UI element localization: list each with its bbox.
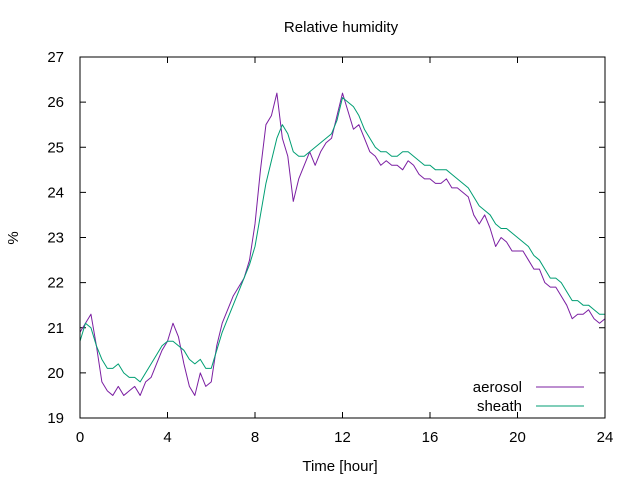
y-tick-label: 27 bbox=[47, 49, 64, 66]
plot-frame bbox=[79, 56, 606, 419]
y-tick-label: 21 bbox=[47, 320, 64, 337]
x-axis-label: Time [hour] bbox=[302, 458, 377, 475]
y-tick-label: 23 bbox=[47, 230, 64, 247]
x-tick-label: 0 bbox=[76, 429, 84, 446]
y-tick-label: 20 bbox=[47, 365, 64, 382]
y-tick-label: 19 bbox=[47, 410, 64, 427]
legend-label-aerosol: aerosol bbox=[473, 379, 522, 396]
y-tick-label: 26 bbox=[47, 94, 64, 111]
y-tick-label: 22 bbox=[47, 275, 64, 292]
x-tick-label: 8 bbox=[251, 429, 259, 446]
legend: aerosol sheath bbox=[473, 379, 584, 415]
series-line-sheath bbox=[79, 97, 605, 383]
y-tick-label: 24 bbox=[47, 184, 64, 201]
series-layer bbox=[79, 92, 606, 396]
chart-title: Relative humidity bbox=[284, 19, 399, 36]
x-tick-label: 4 bbox=[163, 429, 171, 446]
x-tick-label: 24 bbox=[597, 429, 614, 446]
x-tick-label: 20 bbox=[509, 429, 526, 446]
y-axis-label: % bbox=[5, 231, 22, 244]
legend-label-sheath: sheath bbox=[477, 398, 522, 415]
x-tick-label: 16 bbox=[422, 429, 439, 446]
y-tick-label: 25 bbox=[47, 139, 64, 156]
x-tick-label: 12 bbox=[334, 429, 351, 446]
